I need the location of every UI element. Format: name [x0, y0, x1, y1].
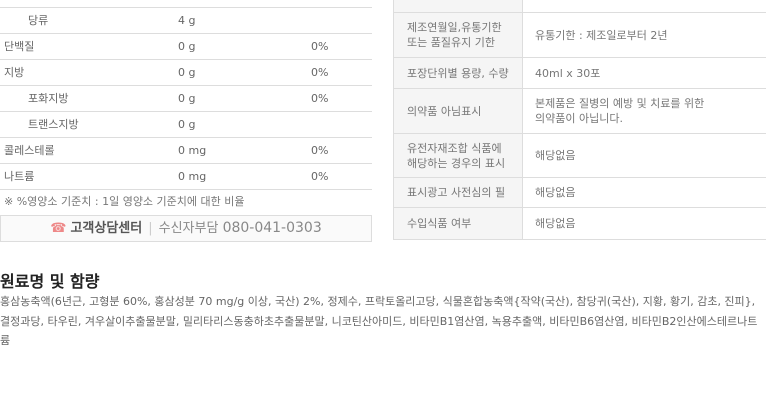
ingredients-title: 원료명 및 함량	[0, 272, 100, 291]
info-row: 수입식품 여부 해당없음	[394, 208, 766, 240]
nutrition-row: 당류 4 g	[0, 8, 372, 34]
nutrient-percent: 0%	[311, 66, 329, 79]
nutrient-name: 트랜스지방	[28, 118, 79, 131]
info-value: 해당없음	[535, 217, 576, 230]
info-label: 의약품 아님표시	[394, 89, 523, 133]
nutrition-table: 당류 4 g 단백질 0 g 0% 지방 0 g 0% 포화지방 0 g 0% 트랜스지방 0 g 콜레스…	[0, 7, 372, 190]
info-value: 해당없음	[535, 186, 576, 199]
nutrient-amount: 0 mg	[178, 144, 207, 157]
nutrient-name: 나트륨	[4, 170, 35, 183]
info-label: 제조연월일,유통기한 또는 품질유지 기한	[394, 13, 523, 57]
info-label: 포장단위별 용량, 수량	[394, 58, 523, 88]
nutrition-row: 트랜스지방 0 g	[0, 112, 372, 138]
info-row: 의약품 아님표시 본제품은 질병의 예방 및 치료를 위한 의약품이 아닙니다.	[394, 89, 766, 134]
nutrition-row: 콜레스테롤 0 mg 0%	[0, 138, 372, 164]
nutrient-percent: 0%	[311, 92, 329, 105]
nutrition-row: 단백질 0 g 0%	[0, 34, 372, 60]
ingredients-text: 홍삼농축액(6년근, 고형분 60%, 홍삼성분 70 mg/g 이상, 국산)…	[0, 295, 758, 347]
nutrient-name: 지방	[4, 66, 25, 79]
phone-number: 080-041-0303	[222, 220, 322, 236]
info-label: 수입식품 여부	[394, 208, 523, 239]
table-row-partial	[394, 0, 766, 13]
divider: |	[148, 221, 153, 236]
nutrient-amount: 0 g	[178, 40, 196, 53]
nutrient-amount: 0 mg	[178, 170, 207, 183]
customer-center-banner[interactable]: ☎ 고객상담센터 | 수신자부담 080-041-0303	[0, 215, 372, 242]
nutrient-percent: 0%	[311, 144, 329, 157]
nutrition-row: 포화지방 0 g 0%	[0, 86, 372, 112]
info-value: 유통기한 : 제조일로부터 2년	[535, 28, 668, 42]
phone-icon: ☎	[50, 221, 67, 236]
nutrient-amount: 4 g	[178, 14, 196, 27]
info-label: 표시광고 사전심의 필	[394, 178, 523, 207]
nutrient-percent: 0%	[311, 170, 329, 183]
nutrient-amount: 0 g	[178, 92, 196, 105]
nutrition-row: 지방 0 g 0%	[0, 60, 372, 86]
info-value: 본제품은 질병의 예방 및 치료를 위한 의약품이 아닙니다.	[535, 97, 705, 125]
info-value: 해당없음	[535, 149, 576, 162]
info-row: 유전자재조합 식품에 해당하는 경우의 표시 해당없음	[394, 134, 766, 178]
info-row: 포장단위별 용량, 수량 40ml x 30포	[394, 58, 766, 89]
nutrient-percent: 0%	[311, 40, 329, 53]
nutrient-name: 당류	[28, 14, 49, 27]
info-row: 제조연월일,유통기한 또는 품질유지 기한 유통기한 : 제조일로부터 2년	[394, 13, 766, 58]
nutrition-row: 나트륨 0 mg 0%	[0, 164, 372, 190]
info-value: 40ml x 30포	[535, 66, 601, 80]
toll-free-label: 수신자부담	[158, 221, 219, 236]
nutrient-name: 단백질	[4, 40, 35, 53]
nutrient-amount: 0 g	[178, 66, 196, 79]
info-row: 표시광고 사전심의 필 해당없음	[394, 178, 766, 208]
nutrition-note: ※ %영양소 기준치 : 1일 영양소 기준치에 대한 비율	[4, 195, 245, 208]
info-label: 유전자재조합 식품에 해당하는 경우의 표시	[394, 134, 523, 177]
nutrient-name: 콜레스테롤	[4, 144, 55, 157]
nutrient-amount: 0 g	[178, 118, 196, 131]
nutrient-name: 포화지방	[28, 92, 69, 105]
customer-center-label: 고객상담센터	[70, 221, 143, 236]
